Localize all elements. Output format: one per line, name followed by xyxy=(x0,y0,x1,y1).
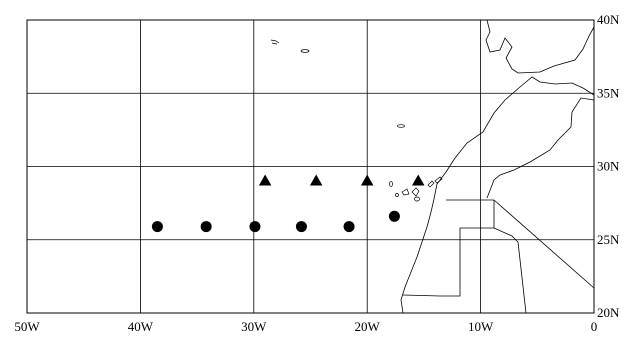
border-algeria xyxy=(493,227,519,243)
coastline-layer xyxy=(400,19,595,314)
lon-tick-label: 10W xyxy=(468,319,494,334)
canary-island xyxy=(389,181,393,187)
border-mauritania xyxy=(402,200,495,297)
azores-island xyxy=(271,42,278,45)
circle-marker xyxy=(200,221,212,233)
triangle-marker xyxy=(360,174,374,186)
africa-coastline xyxy=(400,76,595,314)
triangle-marker xyxy=(309,174,323,186)
canary-island xyxy=(411,187,420,197)
border-mali xyxy=(517,241,527,314)
circle-marker xyxy=(295,221,307,233)
triangle-marker xyxy=(411,174,425,186)
lat-tick-label: 40N xyxy=(597,12,620,27)
circle-marker xyxy=(388,210,400,222)
triangle-marker xyxy=(258,174,272,186)
iberia-coastline xyxy=(485,19,595,74)
canary-island xyxy=(401,188,410,196)
lon-tick-label: 0 xyxy=(591,319,598,334)
canary-island xyxy=(414,196,420,202)
lat-tick-label: 30N xyxy=(597,159,620,174)
lon-tick-label: 20W xyxy=(355,319,381,334)
islands-layer xyxy=(270,39,443,202)
azores-island xyxy=(300,49,310,53)
lat-tick-label: 35N xyxy=(597,85,620,100)
lon-tick-label: 40W xyxy=(128,319,154,334)
canary-island xyxy=(434,176,443,184)
lon-tick-label: 50W xyxy=(14,319,40,334)
circle-marker xyxy=(151,221,163,233)
tick-labels: 50W 40W 30W 20W 10W 0 40N 35N 30N 25N 20N xyxy=(14,12,620,334)
madeira-island xyxy=(397,124,405,128)
lat-tick-label: 20N xyxy=(597,305,620,320)
border-north xyxy=(486,97,595,199)
lon-tick-label: 30W xyxy=(241,319,267,334)
data-markers xyxy=(151,174,425,233)
azores-island xyxy=(270,39,280,44)
canary-island xyxy=(395,193,399,197)
circle-marker xyxy=(343,221,355,233)
graticule xyxy=(27,20,594,313)
circle-marker xyxy=(249,221,261,233)
canary-island xyxy=(427,180,435,188)
lat-tick-label: 25N xyxy=(597,232,620,247)
border-east xyxy=(493,199,595,289)
